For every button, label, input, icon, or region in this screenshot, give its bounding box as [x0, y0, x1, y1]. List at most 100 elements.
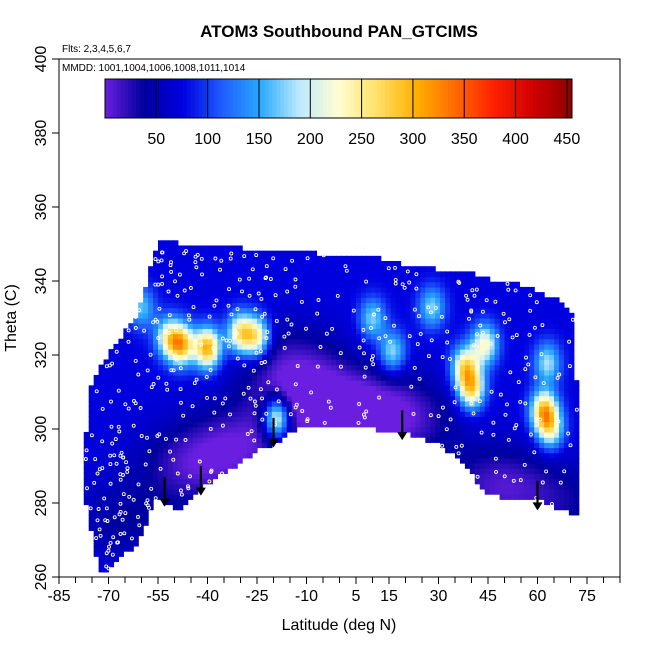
sample-point [254, 253, 259, 258]
heat-cell [192, 245, 199, 252]
heat-cell [370, 421, 377, 428]
heat-cell [257, 421, 263, 428]
heat-cell [128, 421, 134, 428]
sample-point [187, 317, 192, 322]
heat-cell [98, 385, 105, 392]
heat-cell [326, 390, 332, 397]
heat-cell [326, 292, 332, 298]
heat-cell [499, 431, 506, 438]
heat-cell [276, 380, 283, 386]
heat-cell [237, 349, 243, 355]
heat-cell [162, 354, 169, 361]
sample-point [369, 357, 374, 362]
heat-cell [360, 318, 367, 324]
heat-cell [464, 281, 471, 288]
heat-cell [420, 349, 426, 355]
heat-cell [494, 447, 501, 454]
heat-cell [261, 426, 268, 433]
sample-point [102, 496, 107, 501]
heat-cell [192, 395, 199, 402]
heat-cell [400, 302, 407, 309]
heat-cell [296, 312, 303, 319]
heat-cell [138, 483, 144, 490]
heat-cell [217, 406, 223, 412]
heat-cell [351, 318, 357, 324]
heat-cell [281, 416, 288, 423]
heat-cell [450, 447, 456, 454]
heat-cell [98, 499, 105, 506]
heat-cell [425, 281, 431, 288]
heat-cell [93, 551, 100, 557]
heat-cell [544, 307, 550, 314]
sample-point [493, 456, 498, 461]
heat-cell [247, 312, 253, 319]
sample-point [253, 403, 258, 408]
heat-cell [167, 452, 174, 459]
colorbar-swatch [498, 79, 503, 118]
heat-cell [192, 323, 199, 329]
heat-cell [544, 437, 550, 443]
heat-cell [539, 312, 545, 319]
sample-point [121, 473, 125, 477]
sample-point [264, 336, 269, 340]
heat-cell [93, 374, 100, 381]
heat-cell [514, 411, 520, 418]
heat-cell [133, 426, 139, 433]
x-tick-label: -25 [245, 588, 268, 605]
heat-cell [504, 385, 511, 392]
heat-cell [143, 318, 149, 324]
heat-cell [370, 338, 377, 345]
heat-cell [400, 312, 407, 319]
heat-cell [187, 369, 194, 376]
heat-cell [336, 364, 342, 371]
heat-cell [489, 483, 496, 490]
heat-cell [306, 297, 313, 304]
x-axis: -85 -70 -55 -40 -25 -10 5 15 30 45 60 75 [47, 577, 621, 605]
heat-cell [172, 380, 179, 386]
heat-cell [227, 390, 233, 397]
heat-cell [415, 349, 421, 355]
heat-cell [464, 385, 471, 392]
heat-cell [247, 406, 253, 412]
heat-cell [509, 286, 515, 293]
heat-cell [356, 333, 362, 340]
heat-cell [529, 483, 535, 490]
sample-point [477, 399, 482, 404]
heat-cell [143, 520, 149, 526]
heat-cell [494, 421, 501, 428]
heat-cell [326, 276, 332, 283]
heat-cell [400, 266, 407, 272]
heat-cell [207, 292, 214, 298]
heat-cell [133, 478, 139, 485]
sample-point [235, 356, 240, 361]
heat-cell [192, 400, 199, 407]
heat-cell [118, 380, 124, 386]
heat-cell [207, 271, 214, 278]
heat-cell [162, 307, 169, 314]
heat-cell [549, 426, 555, 433]
heat-cell [321, 385, 327, 392]
heat-cell [247, 307, 253, 314]
heat-cell [217, 359, 223, 366]
heat-cell [479, 281, 486, 288]
heat-cell [158, 473, 164, 480]
heat-cell [539, 385, 545, 392]
heat-cell [400, 421, 407, 428]
heat-cell [153, 488, 159, 495]
heat-cell [509, 297, 515, 304]
heat-cell [499, 421, 506, 428]
sample-point [566, 431, 571, 436]
heat-cell [113, 416, 119, 423]
heat-cell [167, 478, 174, 485]
heat-cell [450, 297, 456, 304]
colorbar-swatch [396, 79, 402, 118]
heat-cell [425, 302, 431, 309]
heat-cell [222, 349, 228, 355]
heat-cell [118, 504, 124, 511]
heat-cell [266, 271, 273, 278]
heat-cell [261, 266, 268, 272]
heat-cell [103, 509, 110, 516]
heat-cell [296, 261, 303, 267]
sample-point [266, 380, 271, 385]
heat-cell [549, 457, 555, 464]
